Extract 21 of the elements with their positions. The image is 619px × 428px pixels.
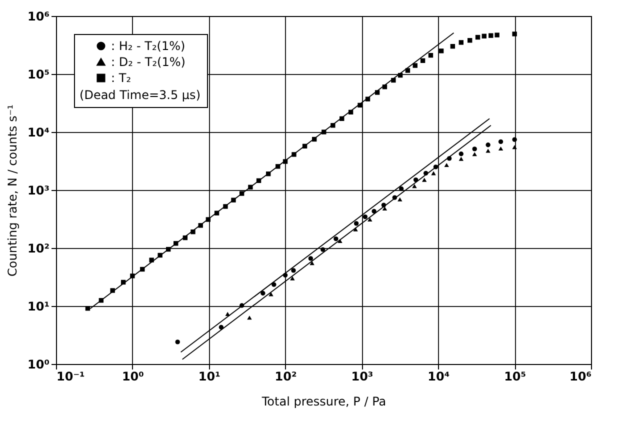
legend-title: (Dead Time=3.5 μs)	[80, 88, 200, 102]
x-tick-label: 10⁴	[428, 370, 450, 384]
legend-label: : T₂	[111, 71, 132, 85]
legend-label: : D₂ - T₂(1%)	[111, 55, 186, 69]
x-tick-label: 10³	[351, 370, 374, 384]
x-tick-label: 10⁵	[504, 370, 526, 384]
y-tick-label: 10¹	[28, 300, 50, 314]
x-tick-label: 10⁰	[122, 370, 144, 384]
y-tick-label: 10³	[28, 184, 50, 198]
x-tick-label: 10⁶	[570, 370, 592, 384]
y-tick-label: 10⁶	[28, 10, 50, 24]
y-tick-label: 10⁰	[28, 358, 50, 372]
x-tick-label: 10²	[274, 370, 297, 384]
y-axis-title: Counting rate, N / counts s⁻¹	[6, 104, 20, 276]
legend-label: : H₂ - T₂(1%)	[111, 39, 186, 53]
y-tick-label: 10⁵	[28, 68, 50, 82]
x-axis-title: Total pressure, P / Pa	[260, 394, 386, 408]
x-tick-label: 10⁻¹	[56, 370, 85, 384]
y-tick-label: 10⁴	[28, 126, 50, 140]
y-tick-label: 10²	[28, 242, 50, 256]
x-tick-label: 10¹	[198, 370, 220, 384]
